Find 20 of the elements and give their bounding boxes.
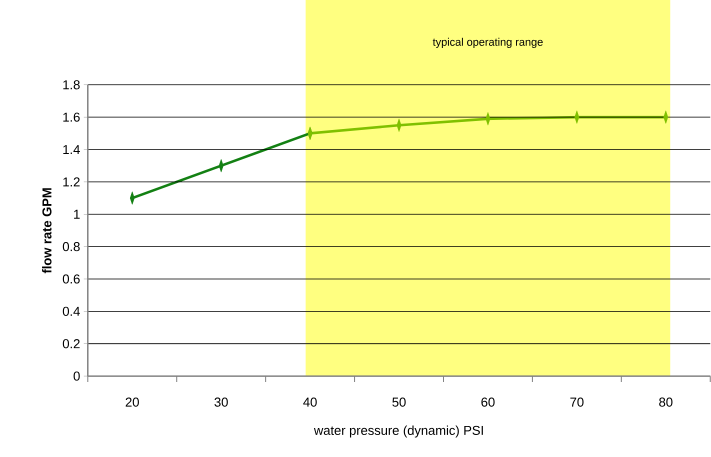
y-axis-title: flow rate GPM — [42, 188, 52, 274]
y-tick-label: 0 — [74, 372, 80, 381]
y-tick-label: 1.8 — [63, 80, 80, 90]
y-tick-label: 0.2 — [62, 339, 80, 348]
x-tick-label: 20 — [126, 398, 139, 407]
x-tick-label: 50 — [392, 398, 406, 407]
y-tick-label: 1.6 — [63, 112, 80, 122]
x-tick-label: 60 — [481, 398, 495, 407]
y-tick-label: 0.4 — [62, 306, 80, 316]
band-label: typical operating range — [432, 38, 543, 48]
x-tick-label: 70 — [570, 398, 584, 407]
y-tick-label: 0.6 — [62, 274, 80, 284]
y-tick-label: 1.2 — [63, 177, 80, 186]
y-tick-label: 1 — [74, 210, 80, 219]
x-tick-label: 30 — [214, 398, 228, 407]
y-tick-label: 1.4 — [63, 145, 80, 154]
y-tick-label: 0.8 — [62, 242, 80, 252]
x-tick-label: 40 — [303, 398, 317, 407]
x-axis-title: water pressure (dynamic) PSI — [314, 426, 483, 438]
x-tick-label: 80 — [659, 398, 672, 407]
